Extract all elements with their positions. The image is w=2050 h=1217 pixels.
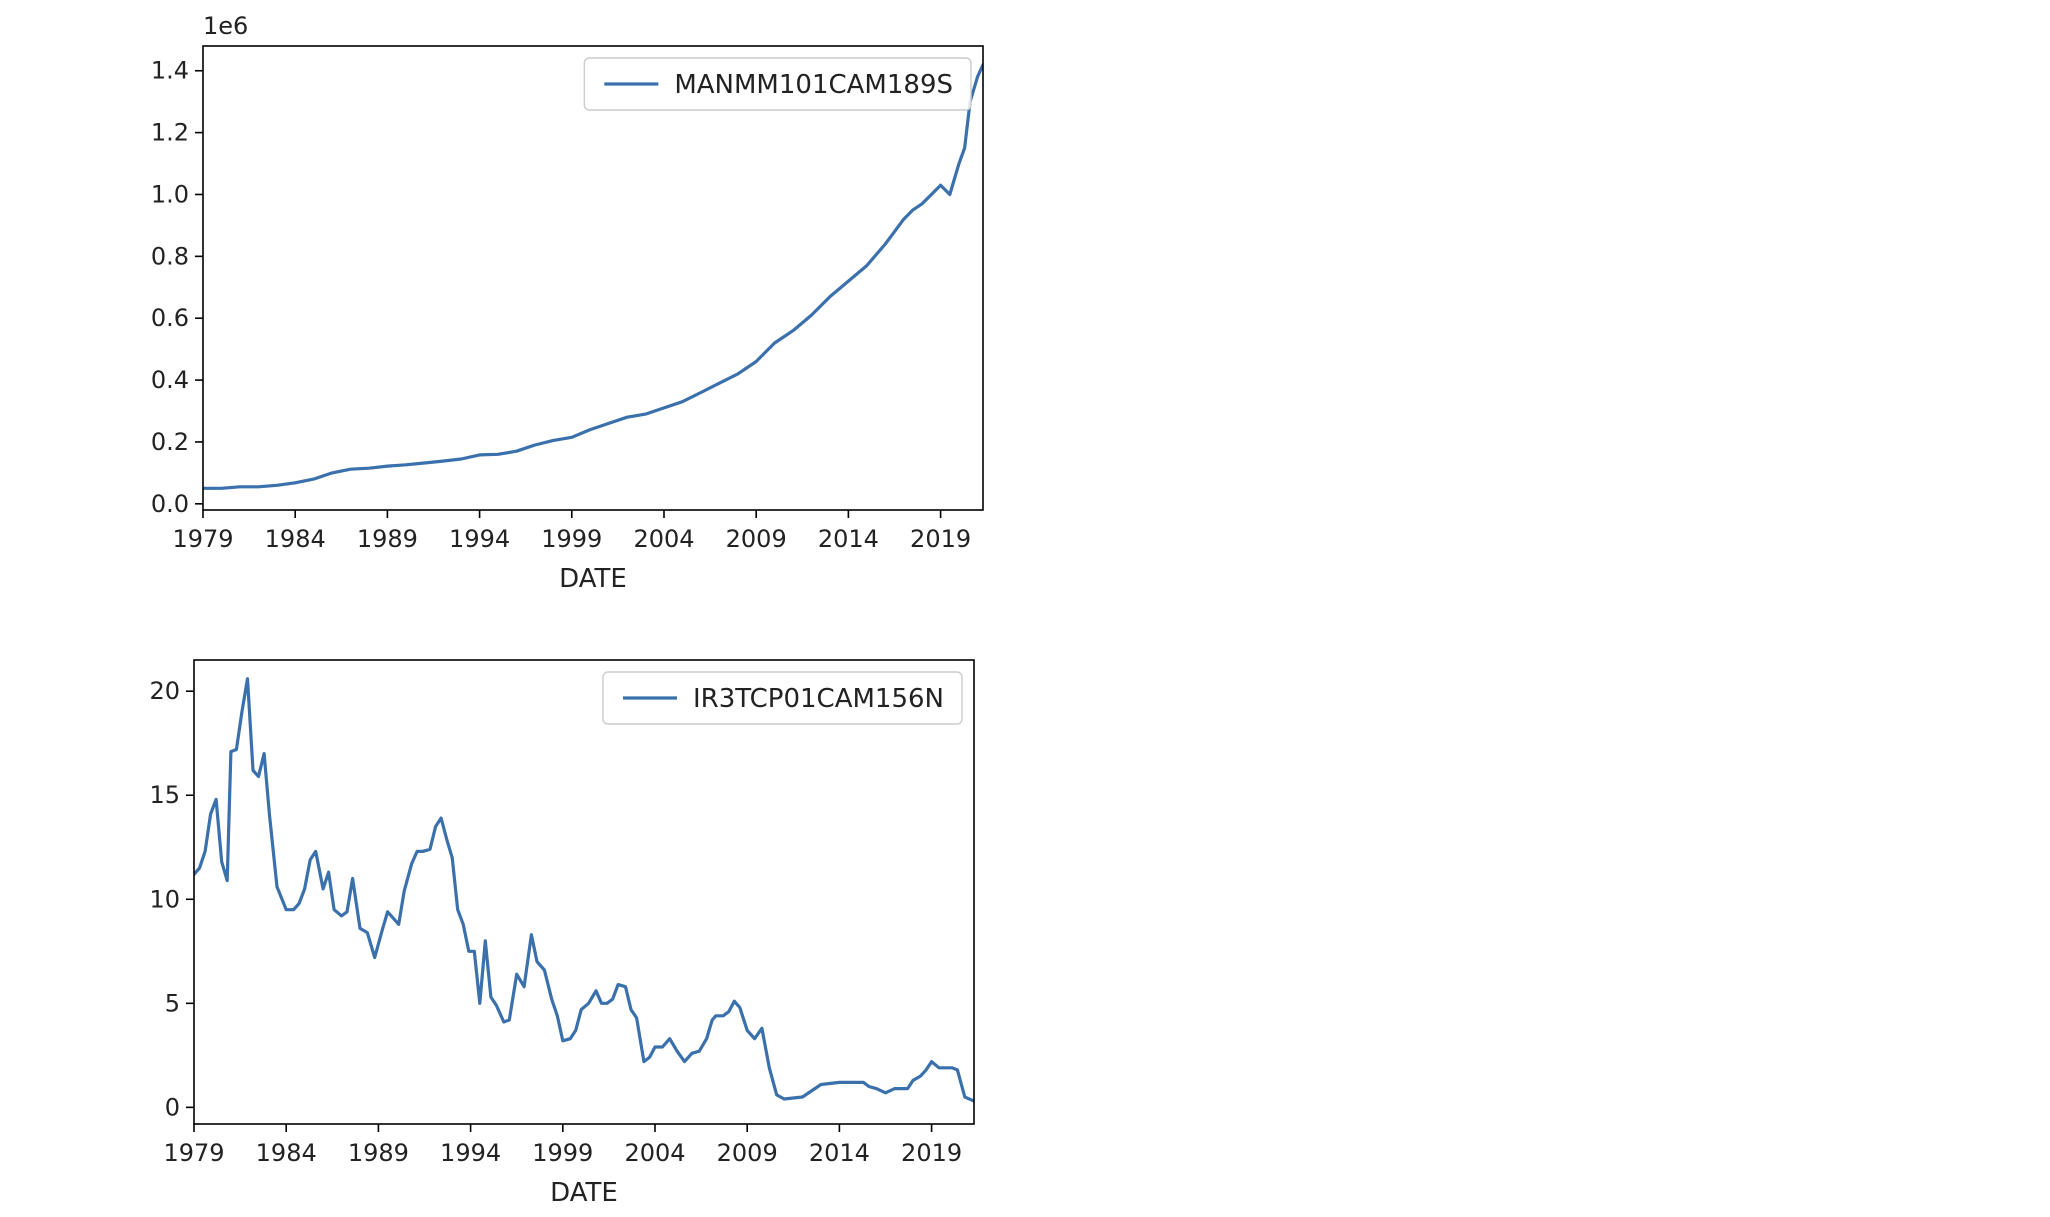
x-tick-label: 2009 [717, 1139, 778, 1167]
y-tick-label: 0.8 [151, 242, 189, 270]
chart-1: 1979 1984 1989 1994 1999 2004 2009 2014 2019 0.0 0… [151, 12, 984, 594]
series-line-IR3TCP01CAM156N [194, 677, 974, 1103]
legend-box [583, 57, 972, 111]
x-tick-label: 2009 [726, 525, 787, 553]
y-tick-label: 0.0 [151, 490, 189, 518]
y-tick-label: 15 [149, 781, 180, 809]
x-tick-label: 1984 [256, 1139, 317, 1167]
legend: MANMM101CAM189S [583, 57, 972, 111]
y-tick-label: 5 [165, 989, 180, 1017]
x-tick-label: 2014 [818, 525, 879, 553]
y-tick-label: 0.4 [151, 366, 189, 394]
chart-2: 1979 1984 1989 1994 1999 2004 2009 2014 2019 0 5 10… [149, 659, 975, 1208]
axes-frame [193, 659, 975, 1125]
legend-box [602, 671, 963, 725]
x-tick-label: 1979 [163, 1139, 224, 1167]
y-tick-label: 10 [149, 885, 180, 913]
x-tick-label: 1999 [532, 1139, 593, 1167]
y-tick-label: 1.0 [151, 180, 189, 208]
x-tick-label: 2004 [624, 1139, 685, 1167]
x-tick-label: 2004 [633, 525, 694, 553]
legend-entry-label: MANMM101CAM189S [674, 70, 953, 100]
legend: IR3TCP01CAM156N [602, 671, 963, 725]
x-tick-label: 1984 [265, 525, 326, 553]
y-tick-label: 1.4 [151, 57, 189, 85]
x-tick-label: 2014 [809, 1139, 870, 1167]
x-tick-label: 1979 [172, 525, 233, 553]
series-line-MANMM101CAM189S [203, 62, 983, 490]
y-tick-label: 1.2 [151, 119, 189, 147]
x-tick-label: 1999 [541, 525, 602, 553]
x-axis-label: DATE [559, 564, 627, 594]
y-tick-label: 0.6 [151, 304, 189, 332]
x-tick-label: 2019 [901, 1139, 962, 1167]
x-tick-label: 1994 [449, 525, 510, 553]
x-tick-label: 1989 [348, 1139, 409, 1167]
legend-entry-label: IR3TCP01CAM156N [693, 684, 944, 714]
x-tick-label: 1989 [357, 525, 418, 553]
x-tick-label: 2019 [910, 525, 971, 553]
y-offset-text: 1e6 [203, 12, 248, 40]
x-axis-label: DATE [550, 1178, 618, 1208]
x-tick-label: 1994 [440, 1139, 501, 1167]
y-tick-label: 0 [165, 1093, 180, 1121]
y-tick-label: 0.2 [151, 428, 189, 456]
y-tick-label: 20 [149, 677, 180, 705]
axes-frame [202, 45, 984, 511]
